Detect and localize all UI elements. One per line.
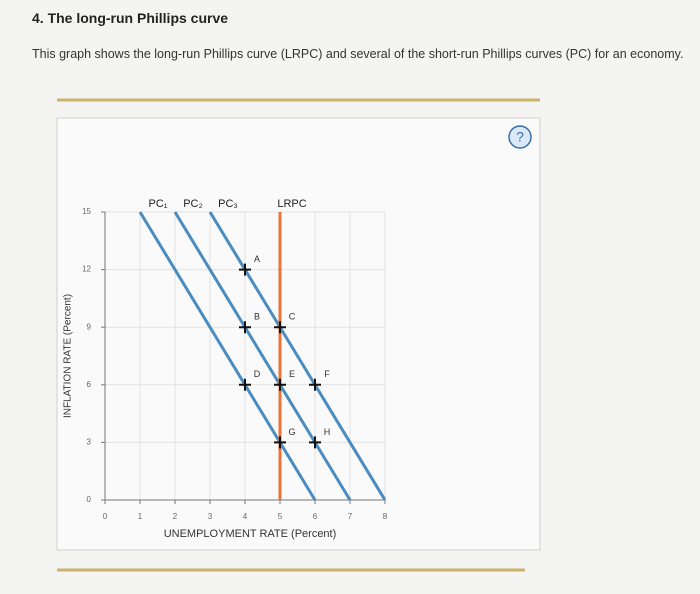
x-tick-label: 5 bbox=[278, 512, 283, 521]
point-label: B bbox=[254, 312, 260, 322]
curve-label: PC₁ bbox=[149, 198, 168, 210]
x-tick-label: 4 bbox=[243, 512, 248, 521]
help-button[interactable] bbox=[508, 125, 532, 149]
curve-label: LRPC bbox=[277, 198, 306, 210]
x-axis-label: UNEMPLOYMENT RATE (Percent) bbox=[164, 528, 337, 540]
x-tick-label: 3 bbox=[208, 512, 213, 521]
point-marker bbox=[274, 436, 286, 449]
point-marker bbox=[239, 263, 251, 276]
x-tick-label: 0 bbox=[103, 512, 108, 521]
x-tick-label: 7 bbox=[348, 512, 353, 521]
point-label: H bbox=[324, 427, 331, 437]
y-tick-label: 15 bbox=[82, 207, 91, 216]
point-label: C bbox=[289, 312, 296, 322]
point-marker bbox=[239, 378, 251, 391]
x-tick-label: 6 bbox=[313, 512, 318, 521]
y-tick-label: 9 bbox=[87, 322, 92, 331]
curve bbox=[173, 211, 352, 501]
graph-panel bbox=[56, 117, 541, 551]
point-marker bbox=[274, 321, 286, 334]
help-label[interactable]: ? bbox=[516, 129, 524, 145]
point-label: F bbox=[324, 369, 330, 379]
y-tick-label: 3 bbox=[87, 438, 92, 447]
question-description: This graph shows the long-run Phillips c… bbox=[32, 47, 684, 61]
point-marker bbox=[309, 378, 321, 391]
y-axis-label: INFLATION RATE (Percent) bbox=[63, 294, 74, 418]
point-marker bbox=[274, 378, 286, 391]
point-label: G bbox=[288, 427, 295, 437]
point-marker bbox=[239, 321, 251, 334]
point-label: E bbox=[289, 369, 295, 379]
y-tick-label: 12 bbox=[82, 265, 91, 274]
curve-label: PC₂ bbox=[183, 198, 203, 210]
x-tick-label: 1 bbox=[138, 512, 143, 521]
x-tick-label: 2 bbox=[173, 512, 178, 521]
point-marker bbox=[309, 436, 321, 449]
y-tick-label: 6 bbox=[87, 380, 92, 389]
x-tick-label: 8 bbox=[383, 512, 388, 521]
question-title: 4. The long-run Phillips curve bbox=[32, 10, 229, 26]
curve bbox=[208, 211, 387, 501]
point-label: D bbox=[254, 369, 261, 379]
y-tick-label: 0 bbox=[87, 495, 92, 504]
curve bbox=[138, 211, 317, 501]
curve-label: PC₃ bbox=[218, 198, 238, 210]
point-label: A bbox=[254, 254, 260, 264]
